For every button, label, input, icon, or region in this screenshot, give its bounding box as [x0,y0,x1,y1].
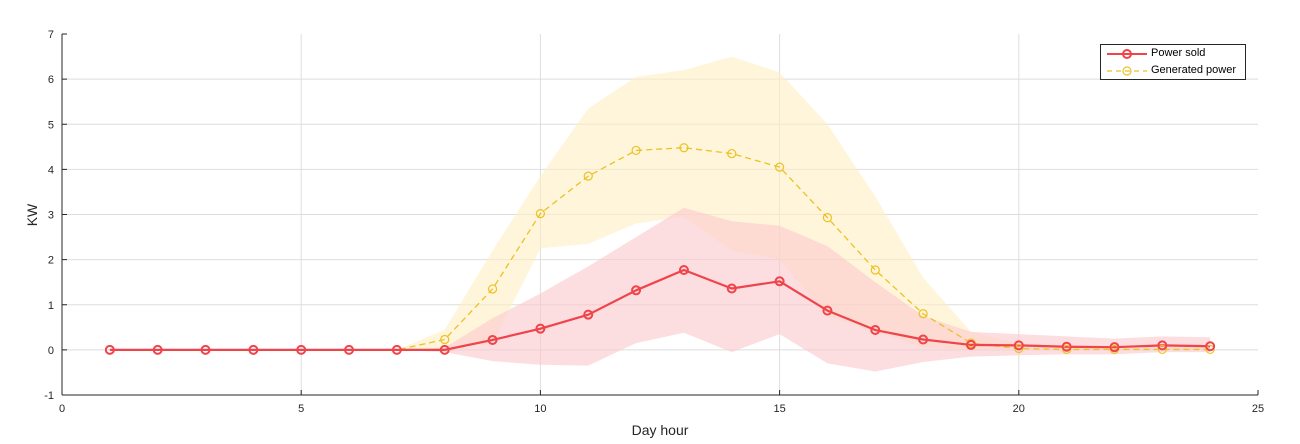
x-tick-label: 10 [534,403,546,415]
point-power-sold-9 [487,334,498,345]
x-tick-label: 15 [773,403,785,415]
point-power-sold-7 [391,344,402,355]
point-power-sold-1 [104,344,115,355]
y-tick-label: 3 [48,210,54,222]
point-generated-power-12 [631,145,641,156]
x-tick-label: 5 [298,403,304,415]
point-power-sold-6 [344,344,355,355]
legend-swatch-power-sold [1107,49,1147,59]
series-line-power-sold [109,268,1211,351]
point-power-sold-3 [200,344,211,355]
legend-label-power-sold: Power sold [1151,47,1206,59]
y-tick-label: 5 [48,119,54,131]
y-tick-label: 7 [48,29,54,41]
point-power-sold-20 [1013,340,1024,351]
legend-swatch-generated-power [1107,66,1147,76]
point-power-sold-19 [965,339,976,350]
point-generated-power-20 [1014,343,1024,354]
point-power-sold-17 [870,325,881,336]
point-generated-power-15 [774,162,785,172]
point-generated-power-23 [1157,344,1167,355]
legend-item-power-sold: Power sold [1101,46,1247,62]
point-generated-power-11 [583,171,593,181]
point-power-sold-12 [631,285,642,296]
point-generated-power-18 [918,309,928,319]
x-tick-label: 25 [1252,403,1264,415]
point-power-sold-8 [439,344,450,355]
y-tick-label: 6 [48,74,54,86]
point-power-sold-22 [1109,342,1120,353]
axes [61,33,1259,396]
point-power-sold-24 [1205,341,1216,352]
series-markers [104,143,1216,355]
band-generated-power [109,56,1211,350]
point-generated-power-24 [1205,344,1215,355]
legend: Power sold Generated power [1100,44,1246,80]
point-power-sold-4 [248,344,259,355]
point-power-sold-18 [918,334,929,345]
legend-label-generated-power: Generated power [1151,64,1236,76]
x-axis-label: Day hour [632,422,689,438]
point-power-sold-10 [535,323,546,334]
point-generated-power-17 [870,265,880,275]
point-generated-power-8 [440,334,450,345]
band-power-sold [109,207,1211,372]
point-generated-power-13 [679,143,689,153]
point-power-sold-23 [1157,340,1168,351]
confidence-bands [109,56,1211,372]
y-tick-label: 0 [48,345,54,357]
point-power-sold-21 [1061,341,1072,352]
point-generated-power-9 [487,284,498,294]
point-power-sold-13 [678,265,689,276]
point-power-sold-2 [152,344,163,355]
legend-item-generated-power: Generated power [1101,63,1247,79]
tick-labels: 0 5 10 15 20 25 -1 0 1 2 3 4 5 6 7 [44,29,1264,415]
x-tick-label: 20 [1013,403,1025,415]
point-power-sold-5 [296,344,307,355]
series-lines [109,147,1211,351]
point-generated-power-10 [535,208,546,219]
x-tick-label: 0 [59,403,65,415]
y-tick-label: 4 [48,164,54,176]
point-power-sold-15 [774,276,785,287]
point-generated-power-16 [822,213,833,223]
point-power-sold-11 [583,309,594,320]
y-tick-label: 1 [48,300,54,312]
y-axis-label: KW [24,203,40,226]
point-generated-power-14 [727,148,737,159]
point-power-sold-16 [822,305,833,316]
y-tick-label: -1 [44,390,54,402]
y-tick-label: 2 [48,255,54,267]
point-power-sold-14 [726,283,737,294]
